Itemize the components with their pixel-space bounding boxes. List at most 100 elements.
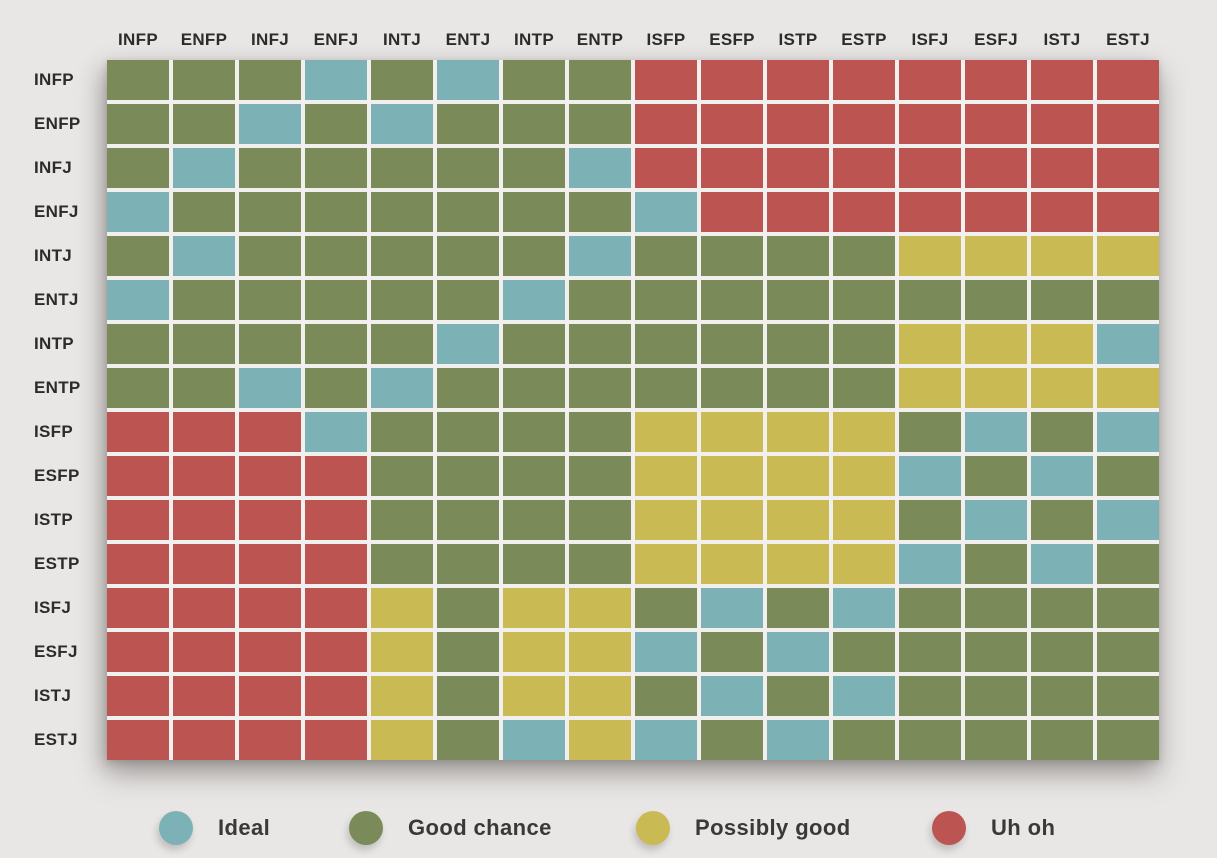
- matrix-cell: [899, 324, 961, 364]
- matrix-cell: [569, 280, 631, 320]
- matrix-cell: [701, 148, 763, 188]
- matrix-cell: [767, 720, 829, 760]
- legend-item-possibly-good: Possibly good: [636, 808, 851, 848]
- matrix-cell: [503, 456, 565, 496]
- matrix-cell: [503, 500, 565, 540]
- matrix-cell: [899, 280, 961, 320]
- matrix-cell: [635, 104, 697, 144]
- matrix-cell: [107, 500, 169, 540]
- matrix-cell: [305, 720, 367, 760]
- matrix-cell: [239, 324, 301, 364]
- matrix-cell: [767, 676, 829, 716]
- legend-label: Possibly good: [695, 815, 851, 840]
- matrix-cell: [173, 544, 235, 584]
- matrix-cell: [635, 676, 697, 716]
- matrix-cell: [173, 324, 235, 364]
- matrix-cell: [437, 60, 499, 100]
- matrix-cell: [833, 192, 895, 232]
- row-label-enfj: ENFJ: [34, 202, 79, 221]
- matrix-cell: [305, 236, 367, 276]
- matrix-cell: [503, 148, 565, 188]
- matrix-cell: [569, 676, 631, 716]
- matrix-cell: [701, 544, 763, 584]
- matrix-cell: [701, 60, 763, 100]
- matrix-cell: [107, 456, 169, 496]
- matrix-cell: [635, 60, 697, 100]
- matrix-cell: [305, 676, 367, 716]
- matrix-cell: [503, 720, 565, 760]
- matrix-cell: [371, 324, 433, 364]
- row-label-estp: ESTP: [34, 554, 80, 573]
- matrix-cell: [569, 456, 631, 496]
- column-header-istj: ISTJ: [1043, 30, 1081, 49]
- matrix-cell: [635, 192, 697, 232]
- matrix-cell: [305, 192, 367, 232]
- matrix-cell: [107, 236, 169, 276]
- matrix-cell: [107, 192, 169, 232]
- matrix-cell: [371, 60, 433, 100]
- matrix-cell: [173, 368, 235, 408]
- column-header-isfj: ISFJ: [911, 30, 949, 49]
- column-header-estj: ESTJ: [1106, 30, 1150, 49]
- matrix-cell: [899, 456, 961, 496]
- matrix-cell: [1097, 368, 1159, 408]
- matrix-cell: [371, 148, 433, 188]
- matrix-cell: [701, 632, 763, 672]
- matrix-cell: [965, 456, 1027, 496]
- matrix-cell: [239, 148, 301, 188]
- matrix-cell: [965, 104, 1027, 144]
- row-label-istp: ISTP: [34, 510, 73, 529]
- matrix-cell: [833, 456, 895, 496]
- uh-oh-swatch-icon: [932, 811, 966, 845]
- matrix-cell: [899, 236, 961, 276]
- matrix-cell: [1097, 236, 1159, 276]
- matrix-cell: [371, 412, 433, 452]
- matrix-cell: [1031, 280, 1093, 320]
- matrix-cell: [305, 324, 367, 364]
- matrix-cell: [701, 192, 763, 232]
- matrix-cell: [1031, 324, 1093, 364]
- matrix-cell: [965, 368, 1027, 408]
- matrix-cell: [437, 544, 499, 584]
- matrix-cell: [371, 676, 433, 716]
- matrix-cell: [173, 104, 235, 144]
- matrix-cell: [833, 632, 895, 672]
- matrix-cell: [767, 280, 829, 320]
- matrix-cell: [965, 324, 1027, 364]
- matrix-cell: [569, 632, 631, 672]
- matrix-cell: [965, 412, 1027, 452]
- matrix-cell: [107, 588, 169, 628]
- matrix-cell: [1097, 324, 1159, 364]
- matrix-cell: [1097, 148, 1159, 188]
- matrix-cell: [569, 236, 631, 276]
- matrix-cell: [305, 148, 367, 188]
- matrix-cell: [767, 412, 829, 452]
- legend-item-ideal: Ideal: [159, 808, 270, 848]
- column-header-estp: ESTP: [841, 30, 887, 49]
- matrix-cell: [1097, 500, 1159, 540]
- matrix-cell: [1031, 60, 1093, 100]
- matrix-cell: [635, 544, 697, 584]
- matrix-cell: [1031, 456, 1093, 496]
- matrix-cell: [965, 632, 1027, 672]
- matrix-cell: [767, 236, 829, 276]
- matrix-cell: [437, 412, 499, 452]
- good-chance-swatch-icon: [349, 811, 383, 845]
- column-header-entp: ENTP: [576, 30, 624, 49]
- matrix-cell: [833, 720, 895, 760]
- row-label-entj: ENTJ: [34, 290, 79, 309]
- matrix-cell: [371, 632, 433, 672]
- column-header-enfp: ENFP: [180, 30, 228, 49]
- matrix-cell: [305, 60, 367, 100]
- matrix-cell: [965, 500, 1027, 540]
- matrix-cell: [635, 368, 697, 408]
- matrix-cell: [569, 148, 631, 188]
- matrix-cell: [1097, 412, 1159, 452]
- matrix-cell: [701, 720, 763, 760]
- column-header-infj: INFJ: [250, 30, 290, 49]
- matrix-cell: [1031, 368, 1093, 408]
- column-header-enfj: ENFJ: [313, 30, 359, 49]
- row-label-infp: INFP: [34, 70, 74, 89]
- matrix-cell: [635, 720, 697, 760]
- matrix-cell: [701, 500, 763, 540]
